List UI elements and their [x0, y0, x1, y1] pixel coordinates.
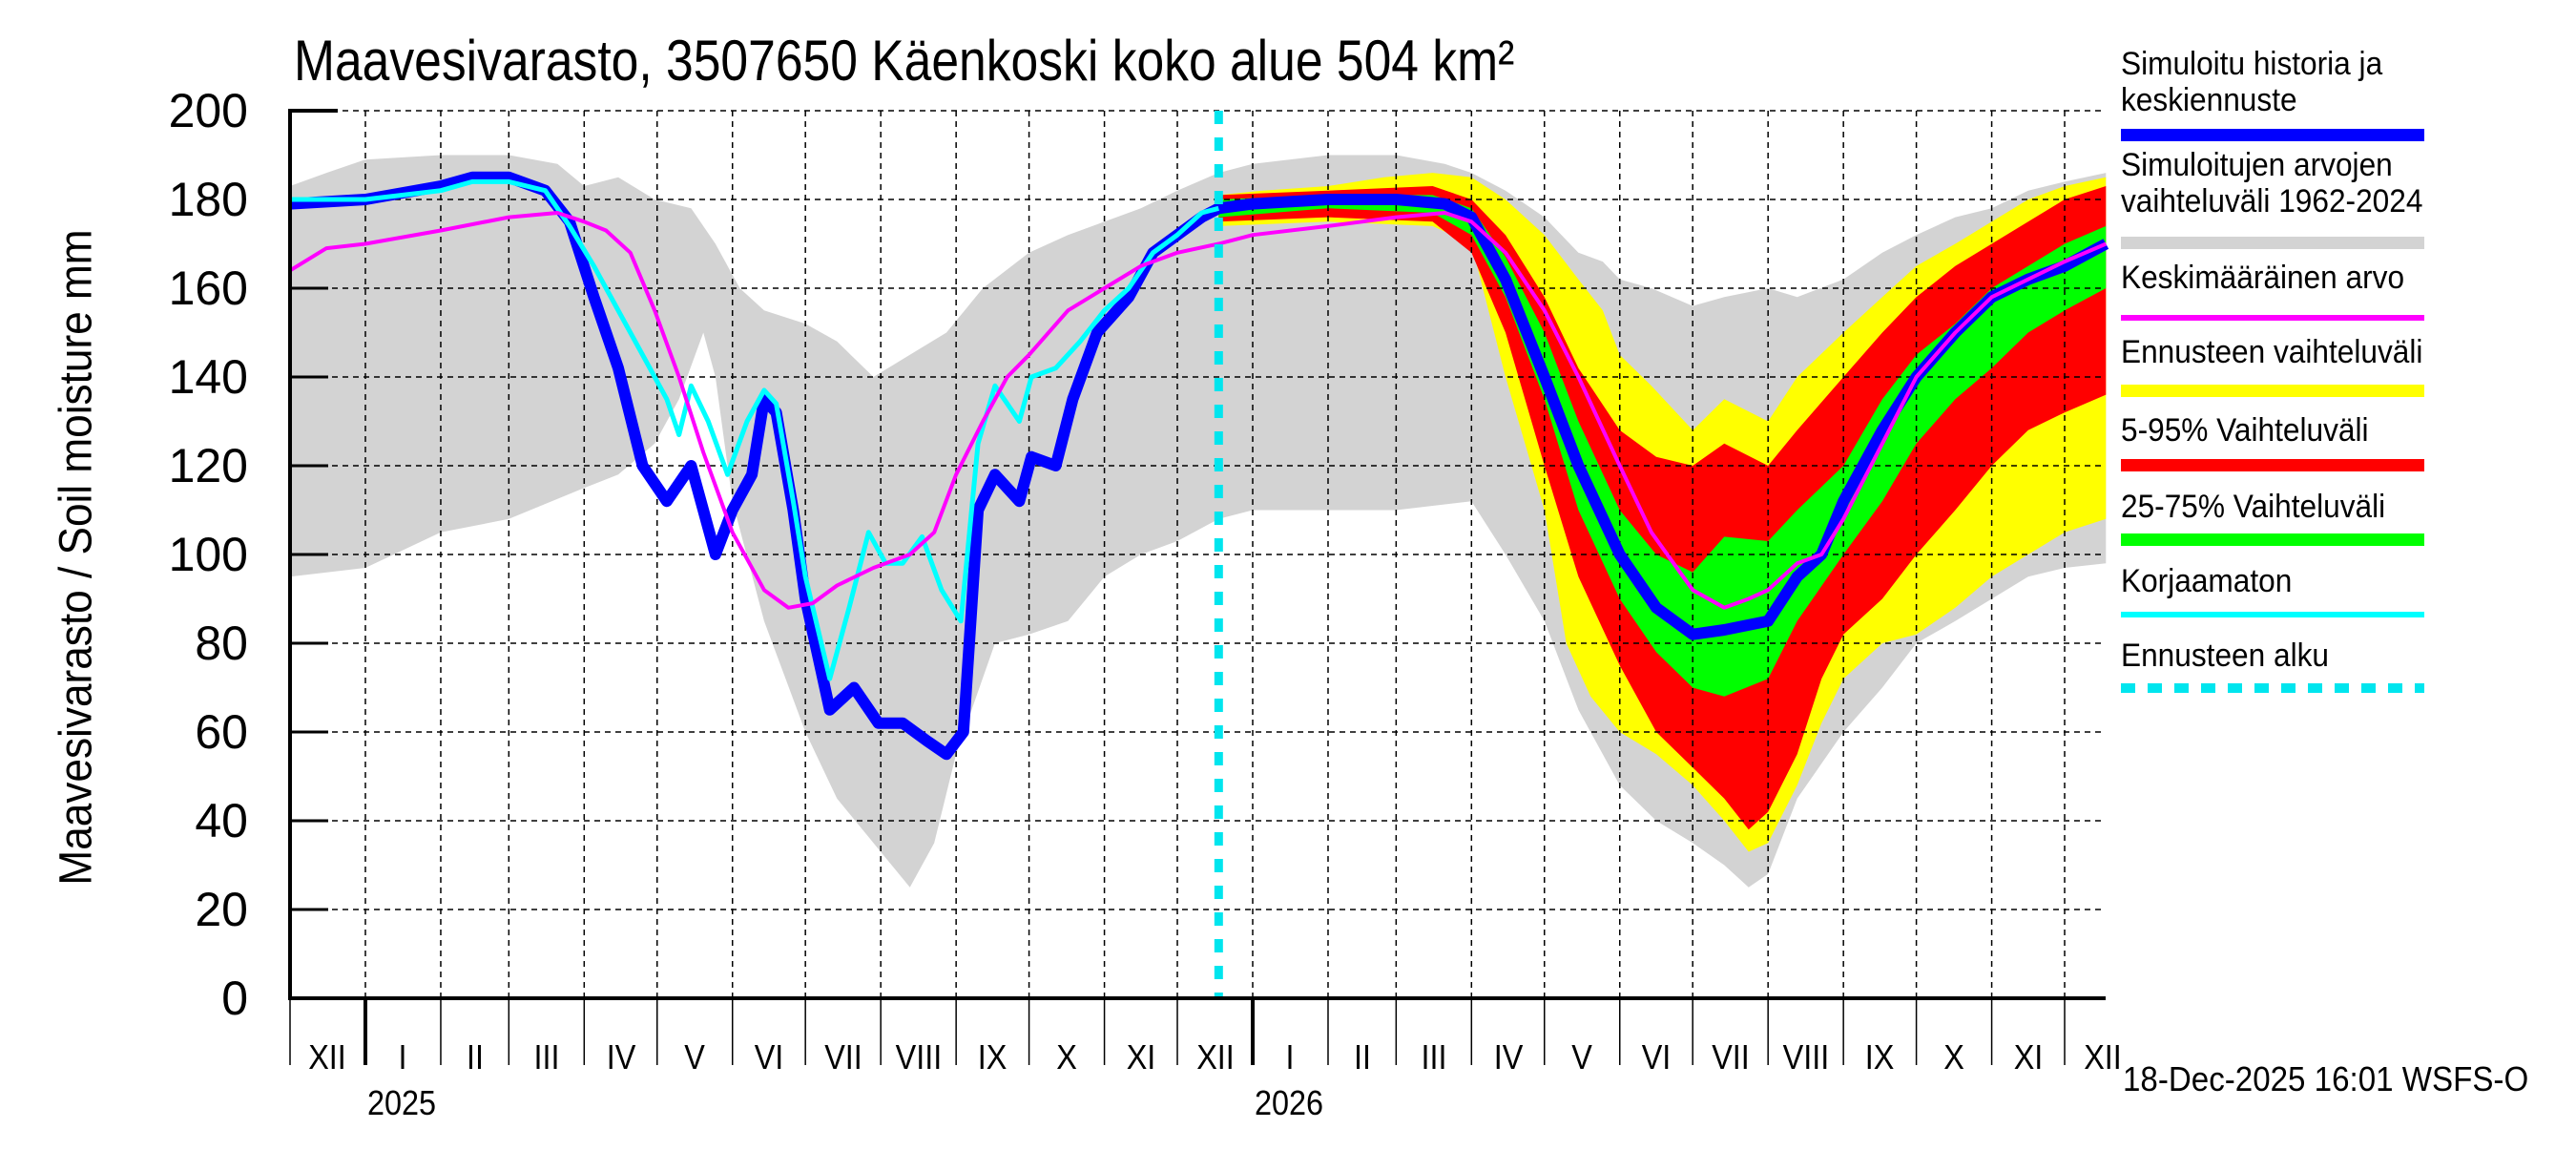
month-label: III: [1421, 1037, 1447, 1077]
legend-label-range: Simuloitujen arvojen: [2121, 147, 2393, 183]
legend-swatch-forecast_start: [2121, 683, 2424, 693]
y-tick-label: 0: [221, 972, 248, 1025]
month-label: IX: [1865, 1037, 1895, 1077]
month-label: X: [1056, 1037, 1077, 1077]
lines-layer: [288, 111, 2109, 998]
legend: Simuloitu historia ja keskiennuste Simuloi…: [2121, 0, 2569, 725]
month-label: I: [398, 1037, 407, 1077]
month-label: XII: [1195, 1037, 1235, 1077]
month-label: IX: [978, 1037, 1008, 1077]
axes-layer: [288, 109, 2106, 1065]
legend-swatch-history: [2121, 129, 2424, 141]
month-label: VII: [1711, 1037, 1750, 1077]
month-label: X: [1943, 1037, 1964, 1077]
month-label: XII: [2083, 1037, 2122, 1077]
y-axis-label: Maavesivarasto / Soil moisture mm: [51, 229, 102, 886]
y-tick-label: 160: [168, 261, 248, 315]
legend-swatch-range: [2121, 237, 2424, 249]
month-label: V: [684, 1037, 706, 1077]
y-tick-label: 200: [168, 84, 248, 137]
month-label: III: [533, 1037, 560, 1077]
month-label: VI: [1641, 1037, 1672, 1077]
legend-label-uncorrected: Korjaamaton: [2121, 563, 2293, 599]
month-label: IV: [1493, 1037, 1523, 1077]
month-label: IV: [606, 1037, 635, 1077]
legend-label-ens_range: Ennusteen vaihteluväli: [2121, 334, 2423, 370]
legend-label-forecast_start: Ennusteen alku: [2121, 638, 2329, 674]
month-label: II: [1353, 1037, 1371, 1077]
month-label: II: [466, 1037, 484, 1077]
month-label: VII: [823, 1037, 862, 1077]
legend-label-range: vaihteluväli 1962-2024: [2121, 183, 2423, 220]
legend-label-p5_95: 5-95% Vaihteluväli: [2121, 412, 2369, 449]
legend-swatch-mean: [2121, 315, 2424, 321]
y-tick-label: 180: [168, 173, 248, 226]
legend-swatch-p5_95: [2121, 459, 2424, 471]
y-tick-label: 120: [168, 439, 248, 492]
y-tick-label: 40: [195, 794, 248, 847]
month-label: VIII: [895, 1037, 942, 1077]
p5-95-band: [1218, 186, 2107, 830]
y-tick-label: 80: [195, 617, 248, 670]
bands-layer: [290, 155, 2107, 888]
p25-75-band: [1218, 195, 2107, 697]
mean-line: [288, 211, 2108, 610]
month-label: XI: [1126, 1037, 1156, 1077]
month-label: XI: [2013, 1037, 2044, 1077]
month-label: XII: [308, 1037, 347, 1077]
year-label: 2025: [366, 1083, 437, 1122]
month-label: VIII: [1782, 1037, 1829, 1077]
legend-label-mean: Keskimääräinen arvo: [2121, 260, 2405, 296]
history-median-line: [289, 171, 2109, 761]
month-label: I: [1285, 1037, 1295, 1077]
y-tick-label: 60: [195, 705, 248, 759]
legend-label-history: keskiennuste: [2121, 82, 2297, 118]
y-tick-label: 140: [168, 350, 248, 404]
month-label: V: [1571, 1037, 1593, 1077]
legend-swatch-ens_range: [2121, 385, 2424, 397]
chart-title: Maavesivarasto, 3507650 Käenkoski koko a…: [294, 29, 1515, 93]
legend-label-history: Simuloitu historia ja: [2121, 46, 2383, 82]
timestamp: 18-Dec-2025 16:01 WSFS-O: [2123, 1059, 2529, 1098]
legend-swatch-p25_75: [2121, 533, 2424, 546]
legend-swatch-uncorrected: [2121, 612, 2424, 617]
uncorrected-line: [290, 178, 1219, 681]
y-tick-label: 20: [195, 883, 248, 936]
month-label: VI: [754, 1037, 784, 1077]
legend-label-p25_75: 25-75% Vaihteluväli: [2121, 489, 2386, 525]
year-label: 2026: [1255, 1083, 1324, 1122]
y-tick-label: 100: [168, 528, 248, 581]
